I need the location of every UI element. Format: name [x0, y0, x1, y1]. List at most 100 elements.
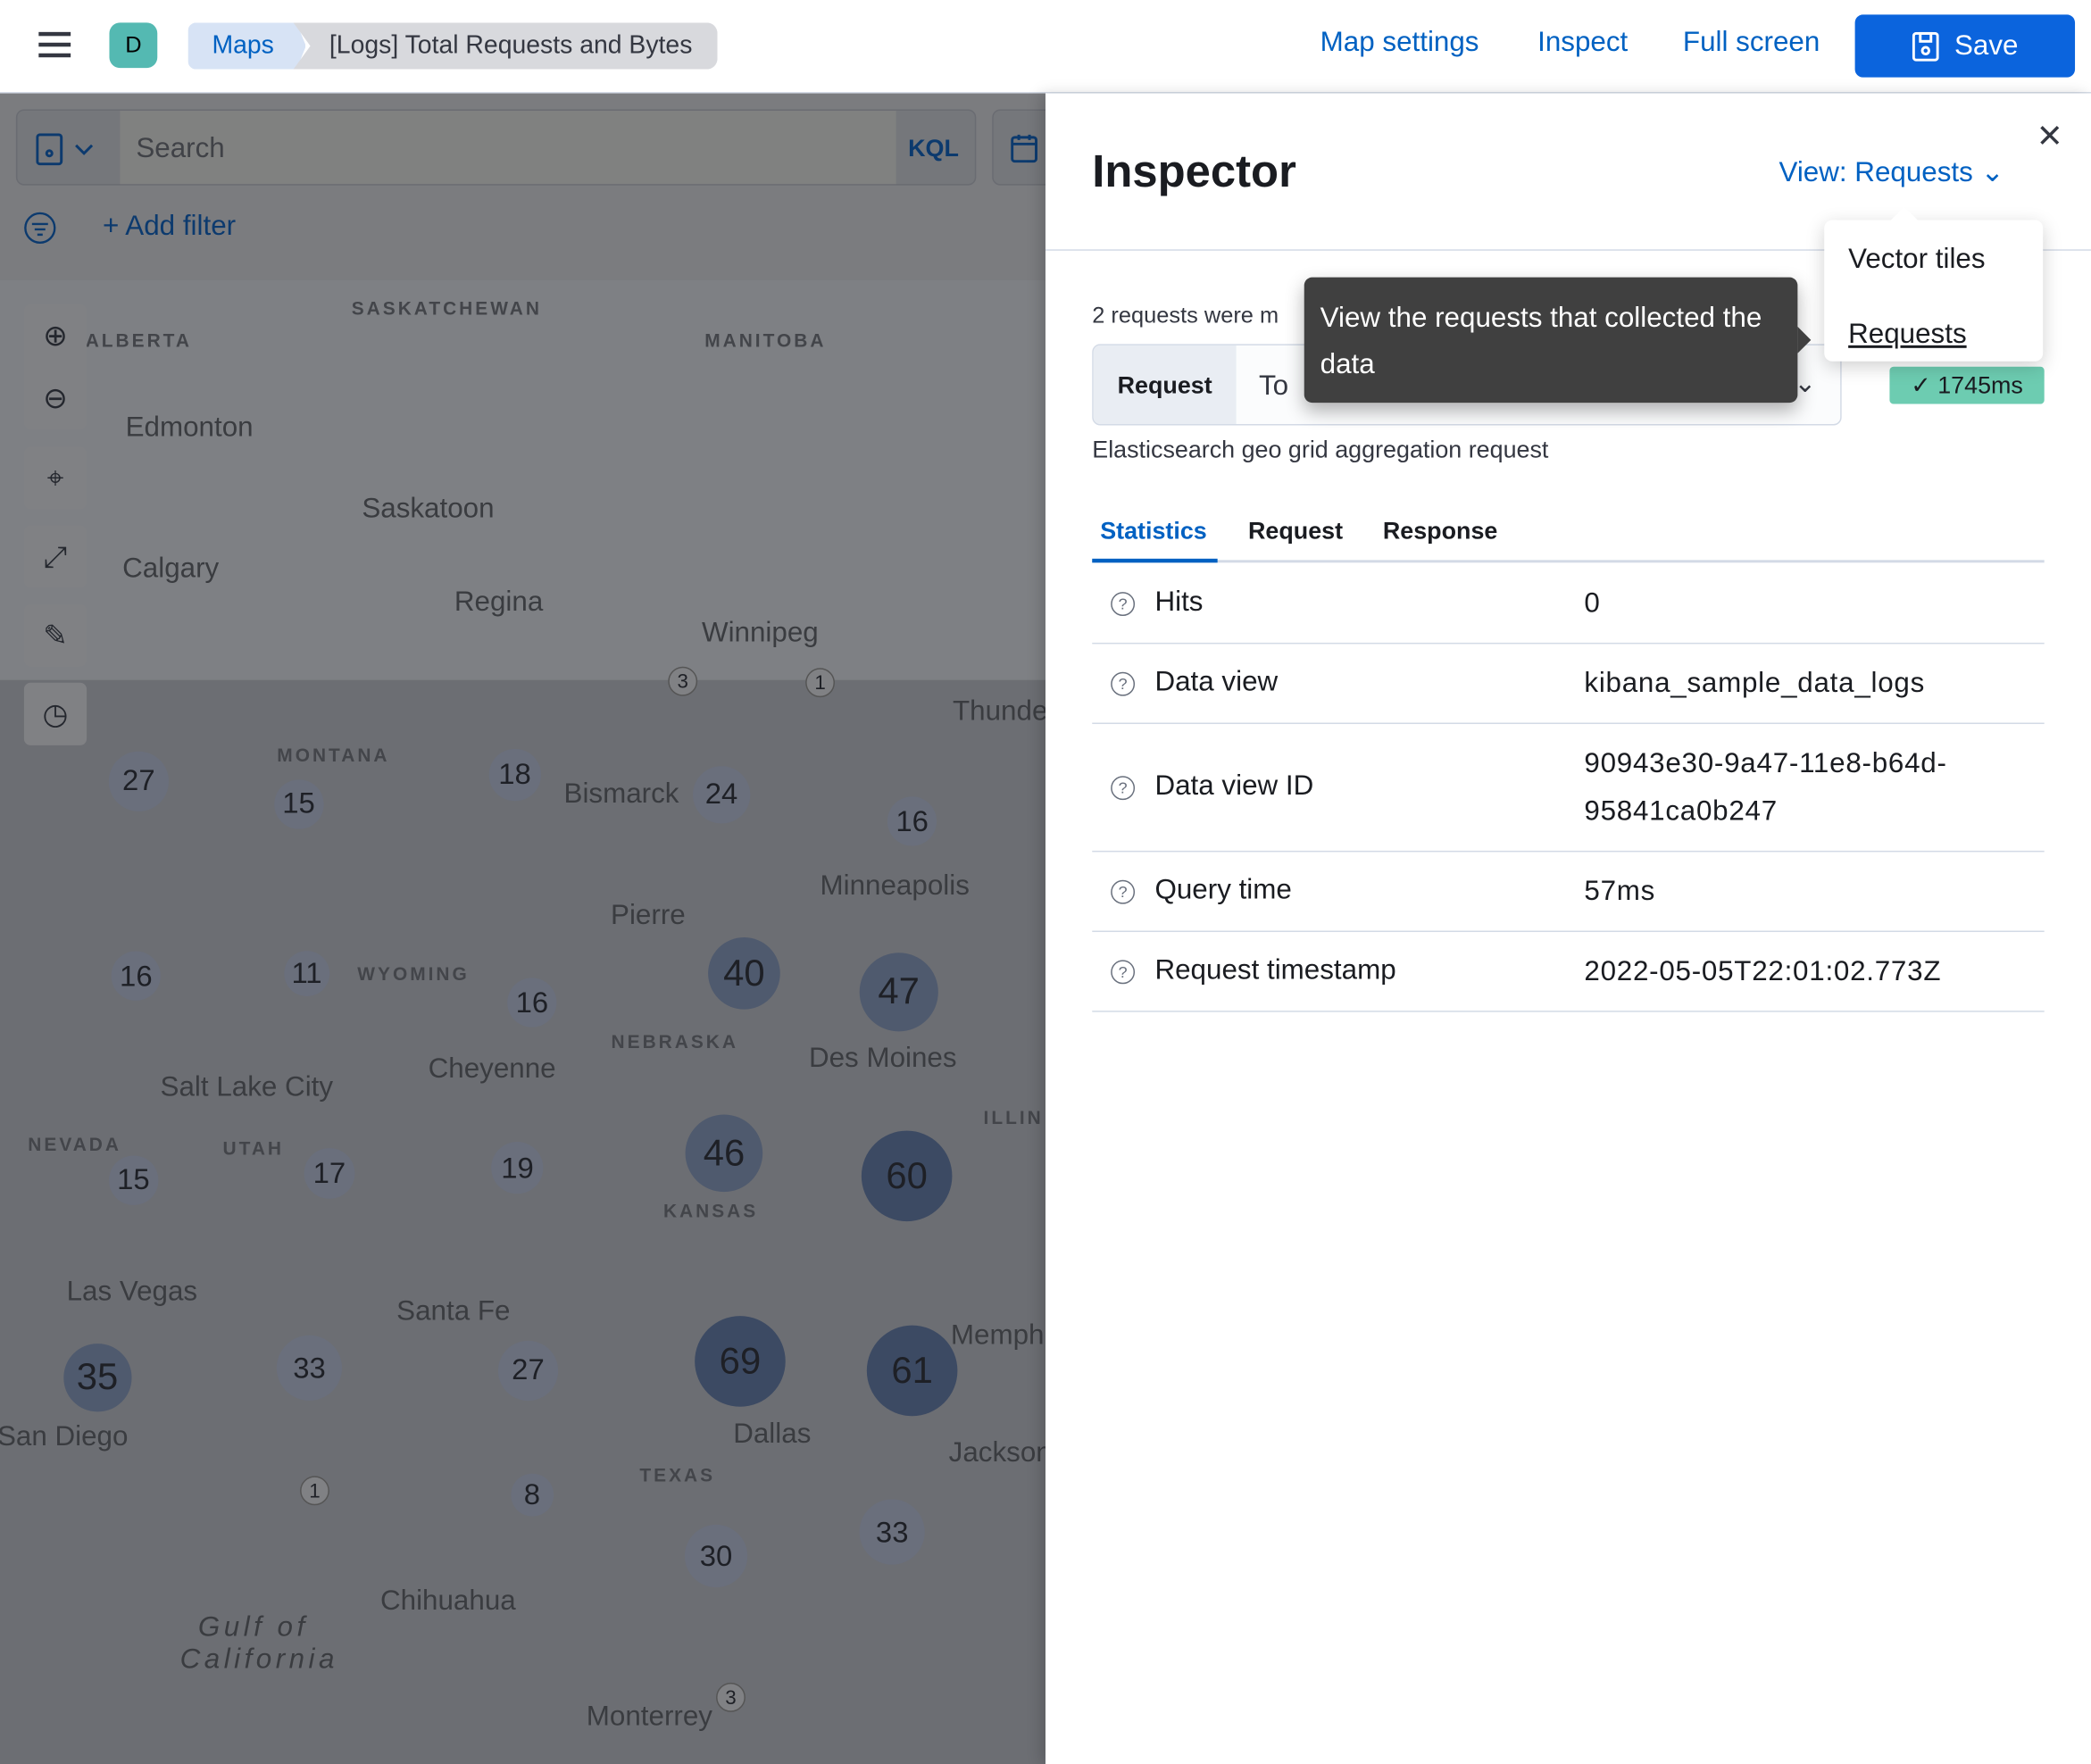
cluster-marker[interactable]: 16	[111, 951, 162, 1002]
cluster-marker[interactable]: 19	[491, 1142, 544, 1194]
cluster-marker[interactable]: 30	[684, 1524, 748, 1588]
filter-icon[interactable]	[22, 211, 57, 245]
cluster-marker[interactable]: 46	[685, 1114, 763, 1193]
tab-statistics[interactable]: Statistics	[1100, 517, 1207, 545]
map-settings-link[interactable]: Map settings	[1320, 26, 1479, 58]
zoom-in-icon[interactable]: ⊕	[43, 318, 68, 352]
cluster-marker[interactable]: 33	[276, 1335, 343, 1402]
cluster-marker[interactable]: 35	[63, 1344, 131, 1411]
timeslider-button[interactable]: ◷	[23, 682, 87, 745]
chevron-down-icon: ⌄	[1980, 157, 2004, 188]
calendar-icon	[1011, 134, 1038, 163]
fit-bounds-icon: ⤢	[43, 539, 68, 573]
full-screen-link[interactable]: Full screen	[1682, 26, 1820, 58]
cluster-marker[interactable]: 47	[859, 953, 938, 1032]
map-canada-region	[0, 279, 1046, 680]
stat-row: ? Data view ID 90943e30-9a47-11e8-b64d-9…	[1092, 724, 2045, 853]
cluster-marker[interactable]: 40	[708, 937, 780, 1010]
map-label: Edmonton	[125, 412, 254, 443]
map-label: UTAH	[222, 1137, 285, 1159]
header-divider	[1045, 249, 2091, 251]
map-label: Saskatoon	[362, 493, 495, 524]
cluster-marker[interactable]: 16	[887, 796, 937, 846]
map-canvas[interactable]: ALBERTA SASKATCHEWAN MANITOBA Edmonton Saska…	[0, 93, 1046, 1764]
cluster-marker[interactable]: 17	[304, 1148, 355, 1199]
cluster-marker[interactable]: 27	[497, 1340, 558, 1401]
help-icon[interactable]: ?	[1111, 776, 1136, 801]
query-bar: Search KQL	[15, 109, 977, 186]
help-icon[interactable]: ?	[1111, 960, 1136, 985]
close-icon[interactable]: ✕	[2036, 118, 2063, 155]
add-filter-button[interactable]: + Add filter	[103, 210, 237, 242]
map-label: KANSAS	[662, 1200, 759, 1222]
map-label: NEBRASKA	[611, 1030, 738, 1053]
space-avatar[interactable]: D	[109, 22, 158, 69]
date-picker-button[interactable]	[992, 109, 1046, 186]
stat-row: ? Hits 0	[1092, 564, 2045, 645]
map-label: TEXAS	[639, 1463, 716, 1485]
cluster-marker[interactable]: 3	[716, 1682, 746, 1712]
duration-badge: ✓ 1745ms	[1889, 366, 2045, 404]
map-label: Bismarck	[563, 778, 679, 810]
stat-row: ? Query time 57ms	[1092, 852, 2045, 933]
cluster-marker[interactable]: 69	[695, 1316, 786, 1407]
map-label: WYOMING	[357, 962, 470, 985]
tab-request[interactable]: Request	[1248, 517, 1344, 545]
stat-label: Data view ID	[1154, 770, 1314, 802]
search-input[interactable]: Search	[120, 110, 896, 185]
cluster-marker[interactable]: 1	[300, 1476, 329, 1506]
tab-response[interactable]: Response	[1382, 517, 1498, 545]
help-icon[interactable]: ?	[1111, 671, 1136, 696]
tooltip: View the requests that collected the dat…	[1304, 277, 1812, 404]
map-label: Cheyenne	[428, 1053, 556, 1085]
stat-value: 57ms	[1584, 876, 1656, 907]
cluster-marker[interactable]: 18	[488, 748, 541, 801]
breadcrumb-maps[interactable]: Maps	[187, 22, 306, 70]
cluster-marker[interactable]: 11	[284, 951, 329, 996]
inspector-tabs: Statistics Request Response	[1092, 507, 2045, 563]
save-button[interactable]: Save	[1854, 14, 2076, 78]
map-label: NEVADA	[28, 1133, 121, 1155]
cluster-marker[interactable]: 33	[859, 1499, 925, 1565]
view-option-requests[interactable]: Requests	[1848, 318, 1967, 350]
menu-icon[interactable]	[38, 31, 71, 59]
map-label: Jackson	[948, 1437, 1046, 1469]
cluster-marker[interactable]: 16	[507, 978, 557, 1028]
map-label: Las Vegas	[66, 1276, 198, 1307]
zoom-out-icon[interactable]: ⊖	[43, 380, 68, 414]
map-label: Santa Fe	[396, 1295, 511, 1327]
cluster-marker[interactable]: 8	[511, 1473, 554, 1516]
cluster-marker[interactable]: 3	[668, 666, 698, 696]
map-label: Gulf of California	[179, 1611, 338, 1675]
stat-label: Request timestamp	[1154, 954, 1396, 986]
cluster-marker[interactable]: 24	[693, 766, 750, 824]
set-view-button[interactable]: ⌖	[23, 446, 87, 510]
inspect-link[interactable]: Inspect	[1537, 26, 1629, 58]
inspector-title: Inspector	[1092, 146, 1296, 198]
map-label: Regina	[454, 587, 544, 618]
help-icon[interactable]: ?	[1111, 879, 1136, 904]
view-label: View: Requests	[1779, 157, 1973, 188]
kql-toggle[interactable]: KQL	[908, 134, 959, 162]
help-icon[interactable]: ?	[1111, 592, 1136, 617]
saved-query-icon[interactable]	[36, 133, 95, 166]
chevron-down-icon: ⌄	[1794, 369, 1817, 399]
breadcrumb-current: [Logs] Total Requests and Bytes	[293, 22, 718, 70]
map-label: Monterrey	[586, 1701, 712, 1733]
cluster-marker[interactable]: 15	[109, 1155, 158, 1205]
cluster-marker[interactable]: 60	[861, 1130, 953, 1222]
save-icon	[1912, 31, 1939, 61]
cluster-marker[interactable]: 1	[805, 668, 835, 698]
tools-button[interactable]: ✎	[23, 603, 87, 667]
map-label: ILLIN	[983, 1106, 1044, 1128]
cluster-marker[interactable]: 27	[108, 751, 169, 811]
requests-count-text: 2 requests were m	[1092, 303, 1279, 329]
view-dropdown[interactable]: View: Requests ⌄	[1779, 156, 2004, 189]
map-label: Minneapolis	[820, 870, 970, 902]
cluster-marker[interactable]: 15	[274, 779, 323, 828]
view-option-vector-tiles[interactable]: Vector tiles	[1848, 244, 1986, 275]
map-label: Chihuahua	[379, 1585, 516, 1617]
cluster-marker[interactable]: 61	[866, 1325, 958, 1417]
fit-bounds-button[interactable]: ⤢	[23, 525, 87, 588]
set-view-icon: ⌖	[46, 461, 64, 495]
